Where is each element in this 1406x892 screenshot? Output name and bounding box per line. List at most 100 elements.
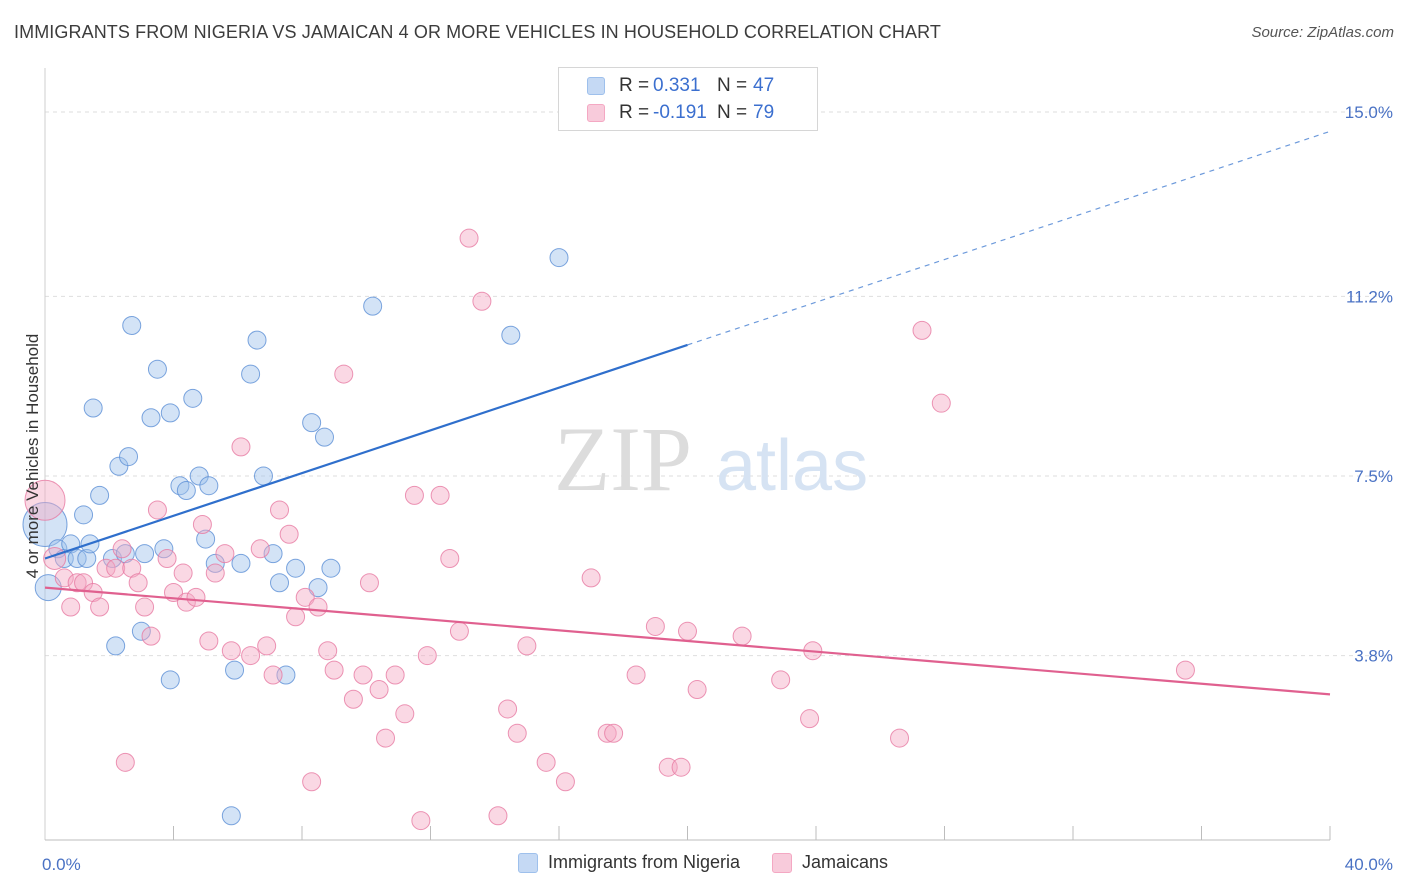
- point-jamaicans-47: [395, 704, 415, 724]
- point-nigeria-15: [119, 447, 139, 467]
- point-nigeria-18: [135, 544, 155, 564]
- legend-r-value: -0.191: [653, 102, 707, 123]
- legend-row-jamaicans: R = -0.191 N = 79: [587, 101, 817, 125]
- point-nigeria-34: [241, 364, 261, 384]
- series-legend: Immigrants from Nigeria Jamaicans: [0, 852, 1406, 873]
- point-jamaicans-73: [800, 709, 820, 729]
- point-jamaicans-49: [411, 811, 431, 831]
- point-jamaicans-56: [488, 806, 508, 826]
- point-jamaicans-0: [24, 479, 66, 521]
- point-jamaicans-40: [334, 364, 354, 384]
- x-tick-label-max: 40.0%: [1345, 855, 1393, 874]
- point-jamaicans-14: [135, 597, 155, 617]
- point-jamaicans-32: [270, 500, 290, 520]
- point-jamaicans-61: [555, 772, 575, 792]
- chart-title: IMMIGRANTS FROM NIGERIA VS JAMAICAN 4 OR…: [14, 22, 941, 42]
- correlation-legend: R = 0.331 N = 47 R = -0.191 N = 79: [558, 67, 818, 131]
- point-nigeria-13: [109, 456, 129, 476]
- point-jamaicans-55: [472, 291, 492, 311]
- point-jamaicans-34: [286, 607, 306, 627]
- point-jamaicans-59: [517, 636, 537, 656]
- legend-n-value: 47: [753, 75, 775, 96]
- trend-lines: [44, 130, 1331, 696]
- point-nigeria-43: [314, 427, 334, 447]
- point-nigeria-27: [189, 466, 209, 486]
- point-jamaicans-31: [263, 665, 283, 685]
- source-label: Source: ZipAtlas.com: [1251, 24, 1394, 41]
- legend-label-jamaicans: Jamaicans: [802, 852, 889, 872]
- point-jamaicans-39: [324, 660, 344, 680]
- point-nigeria-42: [308, 578, 328, 598]
- point-jamaicans-68: [671, 757, 691, 777]
- point-jamaicans-35: [295, 587, 315, 607]
- point-jamaicans-17: [157, 548, 177, 568]
- point-nigeria-46: [501, 325, 521, 345]
- point-nigeria-45: [363, 296, 383, 316]
- point-nigeria-7: [77, 548, 97, 568]
- point-jamaicans-45: [376, 728, 396, 748]
- point-jamaicans-8: [96, 558, 116, 578]
- point-jamaicans-20: [176, 592, 196, 612]
- legend-n-label: N =: [717, 102, 748, 123]
- legend-n-label: N =: [717, 75, 748, 96]
- point-jamaicans-23: [199, 631, 219, 651]
- point-jamaicans-66: [645, 616, 665, 636]
- point-jamaicans-22: [192, 515, 212, 535]
- point-nigeria-38: [270, 573, 290, 593]
- point-nigeria-19: [141, 408, 161, 428]
- point-jamaicans-26: [221, 641, 241, 661]
- point-jamaicans-64: [604, 723, 624, 743]
- point-nigeria-20: [147, 359, 167, 379]
- point-nigeria-32: [225, 660, 245, 680]
- watermark: ZIP atlas: [554, 408, 868, 510]
- legend-row-nigeria: R = 0.331 N = 47: [587, 74, 817, 98]
- point-jamaicans-7: [90, 597, 110, 617]
- point-jamaicans-16: [147, 500, 167, 520]
- point-jamaicans-65: [626, 665, 646, 685]
- point-nigeria-24: [170, 476, 190, 496]
- point-nigeria-16: [122, 316, 142, 336]
- legend-swatch-nigeria: [587, 77, 605, 95]
- point-jamaicans-51: [430, 485, 450, 505]
- watermark-atlas: atlas: [716, 426, 868, 506]
- point-jamaicans-4: [67, 573, 87, 593]
- point-nigeria-30: [205, 553, 225, 573]
- point-jamaicans-52: [440, 548, 460, 568]
- watermark-zip: ZIP: [554, 408, 692, 510]
- point-jamaicans-78: [1175, 660, 1195, 680]
- legend-label-nigeria: Immigrants from Nigeria: [547, 852, 740, 872]
- point-jamaicans-28: [241, 646, 261, 666]
- point-nigeria-37: [263, 544, 283, 564]
- point-jamaicans-29: [250, 539, 270, 559]
- axes: [44, 68, 1331, 841]
- point-jamaicans-53: [449, 621, 469, 641]
- point-jamaicans-12: [122, 558, 142, 578]
- point-jamaicans-60: [536, 752, 556, 772]
- tick-labels: 3.8% 7.5% 11.2% 15.0% 0.0% 40.0%: [42, 103, 1393, 874]
- point-nigeria-9: [83, 398, 103, 418]
- point-jamaicans-13: [128, 573, 148, 593]
- legend-r-label: R =: [619, 102, 650, 123]
- point-jamaicans-24: [205, 563, 225, 583]
- point-nigeria-41: [302, 413, 322, 433]
- point-jamaicans-27: [231, 437, 251, 457]
- point-jamaicans-77: [931, 393, 951, 413]
- point-jamaicans-42: [353, 665, 373, 685]
- y-tick-label-1: 7.5%: [1354, 467, 1393, 486]
- point-jamaicans-10: [112, 539, 132, 559]
- point-jamaicans-44: [369, 680, 389, 700]
- point-jamaicans-72: [771, 670, 791, 690]
- point-nigeria-0: [22, 502, 68, 548]
- legend-swatch-jamaicans: [772, 852, 792, 873]
- legend-swatch-jamaicans: [587, 104, 605, 122]
- point-jamaicans-19: [173, 563, 193, 583]
- y-tick-label-2: 11.2%: [1346, 287, 1393, 306]
- point-jamaicans-37: [308, 597, 328, 617]
- point-jamaicans-21: [186, 587, 206, 607]
- legend-swatch-nigeria: [517, 852, 538, 873]
- point-jamaicans-38: [318, 641, 338, 661]
- point-jamaicans-3: [61, 597, 81, 617]
- point-nigeria-35: [247, 330, 267, 350]
- legend-r-label: R =: [619, 75, 650, 96]
